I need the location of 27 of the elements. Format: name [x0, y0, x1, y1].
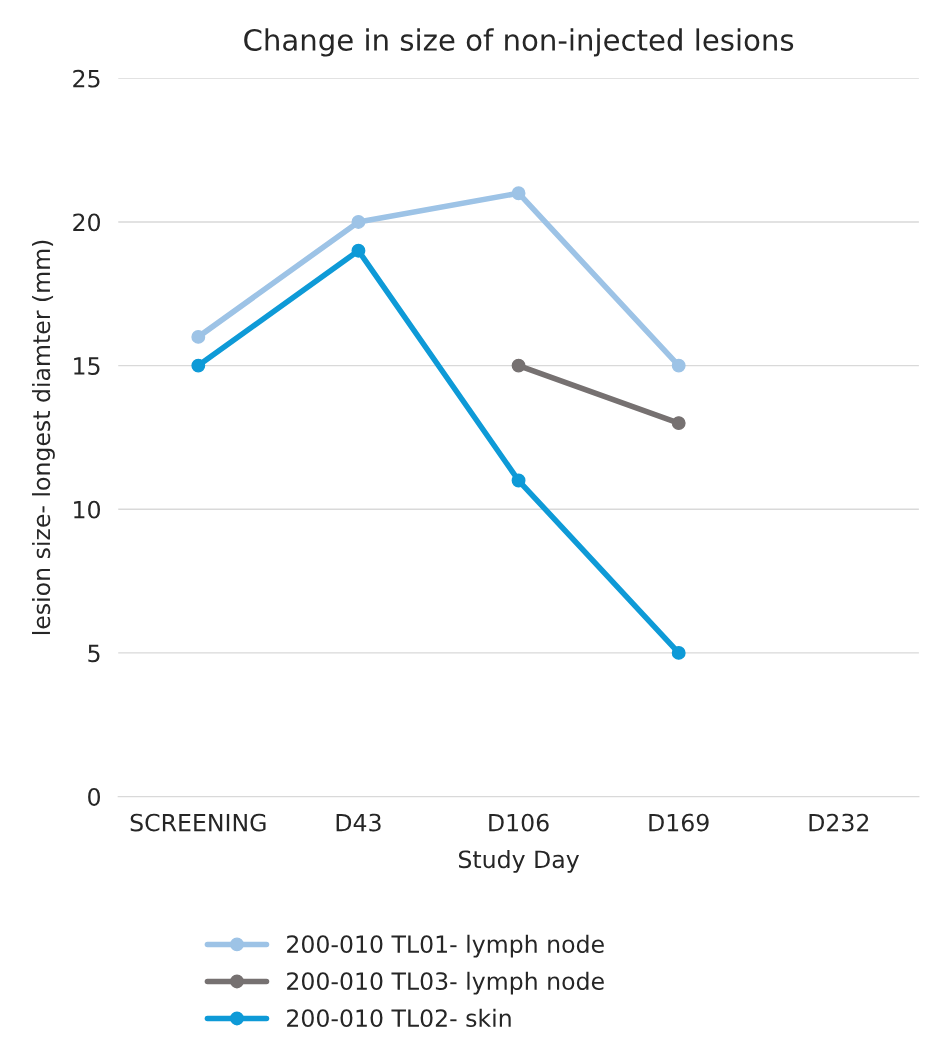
x-tick-label: SCREENING — [130, 813, 266, 832]
point — [511, 186, 526, 201]
y-tick-label: 5 — [88, 644, 100, 663]
y-tick-label: 20 — [73, 213, 100, 232]
legend-label: 200-010 TL03- lymph node — [287, 971, 604, 995]
point — [511, 473, 526, 488]
x-tick-label: D43 — [336, 813, 381, 832]
x-axis-title: Study Day — [458, 849, 580, 873]
point — [191, 329, 206, 344]
legend-label: 200-010 TL01- lymph node — [287, 934, 604, 958]
point — [351, 215, 366, 229]
x-tick-label: D169 — [649, 813, 709, 832]
point — [511, 358, 526, 373]
point — [671, 416, 686, 431]
x-tick-label: D232 — [809, 813, 869, 832]
point — [671, 645, 686, 660]
point — [351, 243, 366, 258]
legend-label: 200-010 TL02- skin — [287, 1008, 511, 1028]
y-tick-label: 25 — [73, 69, 100, 88]
point — [191, 358, 206, 373]
y-tick-label: 10 — [74, 500, 100, 519]
point — [671, 358, 686, 373]
chart-title: Change in size of non-injected lesions — [244, 28, 794, 57]
y-tick-label: 15 — [74, 357, 100, 375]
y-axis-title: lesion size- longest diamter (mm) — [32, 240, 55, 635]
x-tick-label: D106 — [489, 813, 549, 832]
y-tick-label: 0 — [88, 788, 100, 806]
